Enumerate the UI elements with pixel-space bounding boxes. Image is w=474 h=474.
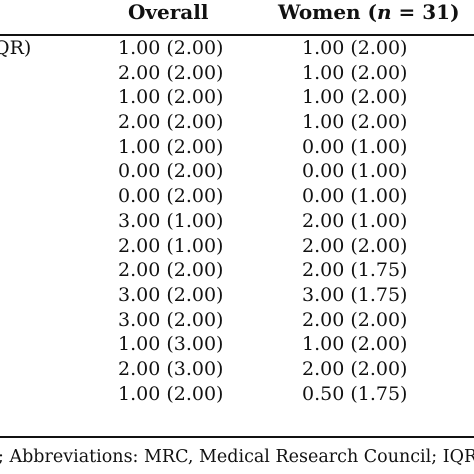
women-cell: 3.00 (1.75) — [302, 283, 408, 306]
women-cell: 0.00 (1.00) — [302, 135, 408, 158]
women-cell: 2.00 (2.00) — [302, 357, 408, 380]
overall-cell: 3.00 (2.00) — [118, 283, 224, 306]
top-rule — [0, 34, 474, 36]
women-header-prefix: Women ( — [278, 0, 378, 24]
overall-cell: 3.00 (1.00) — [118, 209, 224, 232]
women-header-n: n — [377, 0, 392, 24]
overall-cell: 1.00 (2.00) — [118, 86, 224, 109]
overall-cell: 0.00 (2.00) — [118, 185, 224, 208]
women-cell: 1.00 (2.00) — [302, 333, 408, 356]
overall-cell: 1.00 (2.00) — [118, 37, 224, 59]
row-label: QR) — [0, 37, 32, 59]
row-label: ) — [0, 61, 1, 86]
table-row: 3.00 (2.00) 3.00 (1.75) — [0, 283, 474, 308]
overall-cell: 2.00 (2.00) — [118, 111, 224, 134]
table-row: 0.00 (2.00) 0.00 (1.00) — [0, 184, 474, 209]
column-header-overall: Overall — [128, 0, 209, 24]
women-cell: 0.00 (1.00) — [302, 185, 408, 208]
overall-cell: 2.00 (1.00) — [118, 234, 224, 257]
women-cell: 0.50 (1.75) — [302, 382, 408, 405]
women-cell: 0.00 (1.00) — [302, 160, 408, 183]
row-label: ) — [0, 234, 1, 259]
table-row: 2.00 (2.00) 2.00 (1.75) — [0, 258, 474, 283]
table-row: 2.00 (3.00) 2.00 (2.00) — [0, 357, 474, 382]
table-row: 3.00 (1.00) 2.00 (1.00) — [0, 209, 474, 234]
overall-cell: 2.00 (2.00) — [118, 259, 224, 282]
women-cell: 2.00 (2.00) — [302, 234, 408, 257]
table-row: 1.00 (2.00) 0.00 (1.00) — [0, 135, 474, 160]
table-row: 3.00 (2.00) 2.00 (2.00) — [0, 308, 474, 333]
women-cell: 1.00 (2.00) — [302, 111, 408, 134]
table-row: 1.00 (2.00) 1.00 (2.00) — [0, 85, 474, 110]
overall-cell: 2.00 (3.00) — [118, 357, 224, 380]
overall-cell: 1.00 (3.00) — [118, 333, 224, 356]
overall-cell: 1.00 (2.00) — [118, 135, 224, 158]
women-cell: 1.00 (2.00) — [302, 86, 408, 109]
women-cell: 2.00 (1.75) — [302, 259, 408, 282]
bottom-rule — [0, 436, 474, 438]
table-row: ) 2.00 (2.00) 1.00 (2.00) — [0, 61, 474, 86]
table-footnote: ; Abbreviations: MRC, Medical Research C… — [0, 447, 474, 467]
women-cell: 2.00 (2.00) — [302, 308, 408, 331]
column-header-women: Women (n = 31) — [278, 0, 460, 28]
overall-cell: 3.00 (2.00) — [118, 308, 224, 331]
table-row: 0.00 (2.00) 0.00 (1.00) — [0, 159, 474, 184]
table-row: QR) 1.00 (2.00) 1.00 (2.00) — [0, 36, 474, 61]
overall-cell: 2.00 (2.00) — [118, 61, 224, 84]
women-cell: 1.00 (2.00) — [302, 61, 408, 84]
table-row: 1.00 (3.00) 1.00 (2.00) — [0, 332, 474, 357]
table-row: ) 2.00 (1.00) 2.00 (2.00) — [0, 234, 474, 259]
women-cell: 1.00 (2.00) — [302, 37, 408, 59]
table-body: QR) 1.00 (2.00) 1.00 (2.00) ) 2.00 (2.00… — [0, 36, 474, 406]
women-cell: 2.00 (1.00) — [302, 209, 408, 232]
overall-cell: 0.00 (2.00) — [118, 160, 224, 183]
table-row: 2.00 (2.00) 1.00 (2.00) — [0, 110, 474, 135]
overall-cell: 1.00 (2.00) — [118, 382, 224, 405]
women-header-suffix: = 31) — [391, 0, 460, 24]
table-row: 1.00 (2.00) 0.50 (1.75) — [0, 382, 474, 407]
